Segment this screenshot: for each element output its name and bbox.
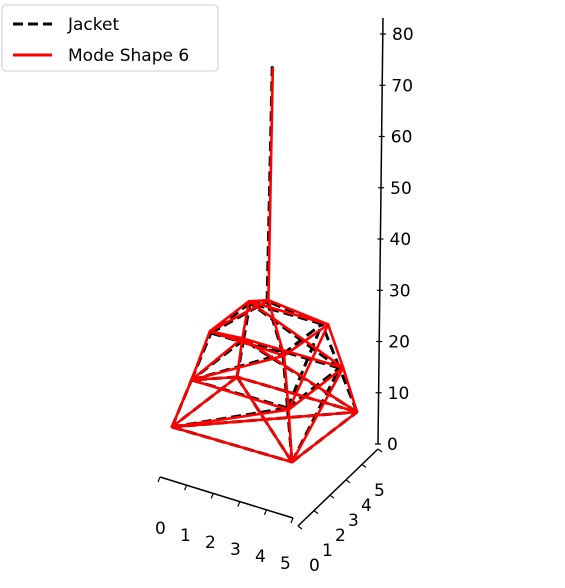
- x-tick-mark: [237, 501, 241, 507]
- z-tick-label: 10: [388, 384, 410, 404]
- x-tick-mark: [290, 517, 294, 524]
- series-segment: [208, 329, 244, 340]
- x-tick-label: 4: [255, 547, 266, 567]
- z-tick-label: 0: [387, 435, 398, 455]
- z-tick-label: 60: [391, 128, 413, 148]
- series-segment: [235, 375, 294, 464]
- series-segment: [190, 375, 239, 382]
- y-tick-label: 3: [348, 511, 359, 531]
- series-segment: [290, 366, 345, 464]
- x-tick-mark: [184, 484, 188, 491]
- series-segment: [170, 378, 193, 429]
- z-tick-label: 30: [389, 281, 411, 301]
- legend-label-mode-shape-6: Mode Shape 6: [68, 46, 189, 66]
- x-tick-mark: [263, 509, 267, 516]
- y-tick-label: 2: [335, 526, 346, 546]
- series-segment: [208, 298, 270, 333]
- y-tick-mark: [361, 463, 367, 468]
- series-segment: [170, 375, 239, 429]
- series-segment: [267, 298, 330, 326]
- z-tick-label: 20: [388, 333, 410, 353]
- series-segment: [247, 298, 270, 303]
- series-segment: [241, 336, 345, 370]
- series-segment: [241, 336, 359, 414]
- series-segment: [290, 410, 359, 464]
- y-tick-mark: [377, 448, 383, 453]
- y-tick-label: 4: [361, 496, 372, 516]
- y-tick-mark: [297, 525, 303, 530]
- y-tick-mark: [329, 494, 335, 499]
- y-tick-mark: [345, 479, 351, 484]
- z-axis-line: [377, 17, 384, 445]
- legend-label-jacket: Jacket: [67, 15, 119, 35]
- series-segment: [282, 354, 290, 412]
- x-tick-label: 0: [155, 519, 166, 539]
- y-tick-label: 0: [309, 556, 320, 576]
- series-segment: [190, 354, 286, 382]
- x-axis-line: [159, 476, 294, 519]
- x-tick-label: 2: [205, 533, 216, 553]
- series-segment: [170, 425, 294, 464]
- z-tick-label: 50: [390, 179, 412, 199]
- series-segment: [208, 329, 286, 358]
- series-segment: [286, 366, 341, 410]
- series-segment: [249, 301, 323, 326]
- series-segment: [247, 299, 330, 326]
- series-segment: [241, 299, 251, 340]
- series-segment: [190, 336, 244, 382]
- series-segment: [235, 336, 244, 379]
- y-tick-label: 1: [322, 541, 333, 561]
- y-tick-label: 5: [374, 481, 385, 501]
- series-segment: [247, 299, 345, 370]
- series-segment: [326, 323, 345, 370]
- data-group: [170, 64, 359, 464]
- series-segment: [210, 301, 251, 335]
- legend-frame: [1, 4, 219, 72]
- series-mode-shape-6: [170, 67, 359, 464]
- y-axis-line: [297, 448, 379, 527]
- series-segment: [190, 329, 212, 382]
- legend: Jacket Mode Shape 6: [1, 4, 219, 72]
- z-tick-label: 40: [390, 230, 412, 250]
- series-segment: [208, 299, 251, 333]
- series-segment: [267, 298, 286, 358]
- x-tick-label: 5: [280, 554, 291, 574]
- series-segment: [267, 67, 275, 302]
- series-segment: [190, 378, 290, 412]
- x-tick-label: 1: [180, 526, 191, 546]
- series-segment: [287, 408, 294, 464]
- series-segment: [287, 323, 330, 412]
- x-tick-mark: [210, 493, 214, 499]
- x-tick-mark: [157, 476, 161, 483]
- z-tick-label: 80: [392, 25, 414, 45]
- series-segment: [287, 366, 345, 412]
- series-segment: [170, 408, 290, 429]
- x-tick-label: 3: [230, 540, 241, 560]
- y-tick-mark: [313, 510, 319, 515]
- z-tick-label: 70: [391, 76, 413, 96]
- axes-group: [159, 17, 384, 527]
- series-segment: [243, 338, 340, 370]
- series-segment: [341, 366, 359, 414]
